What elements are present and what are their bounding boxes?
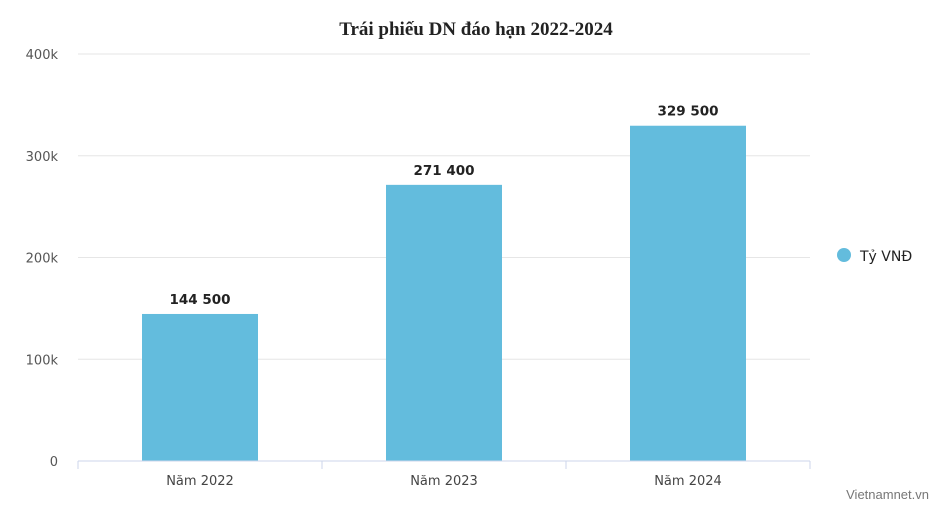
y-tick-label: 0 — [50, 455, 58, 470]
bars — [142, 125, 746, 461]
x-category-label: Năm 2022 — [166, 474, 234, 489]
y-tick-label: 100k — [26, 353, 59, 368]
x-category-label: Năm 2024 — [654, 474, 722, 489]
bar[interactable] — [630, 125, 746, 461]
x-category-label: Năm 2023 — [410, 474, 478, 489]
bar[interactable] — [142, 313, 258, 461]
data-label: 144 500 — [169, 292, 230, 308]
y-tick-label: 200k — [26, 252, 59, 267]
y-tick-label: 300k — [26, 150, 59, 165]
chart-title: Trái phiếu DN đáo hạn 2022-2024 — [339, 19, 613, 40]
x-axis: Năm 2022 Năm 2023 Năm 2024 — [77, 460, 811, 489]
legend-label: Tỷ VNĐ — [859, 249, 912, 265]
credit-text[interactable]: Vietnamnet.vn — [846, 487, 929, 502]
y-tick-label: 400k — [26, 48, 59, 63]
bar[interactable] — [386, 184, 502, 461]
data-labels: 144 500 271 400 329 500 — [169, 104, 718, 308]
data-label: 329 500 — [657, 104, 718, 120]
legend[interactable]: Tỷ VNĐ — [837, 248, 912, 265]
y-axis-tick-labels: 0 100k 200k 300k 400k — [26, 48, 59, 470]
legend-marker-icon — [837, 248, 851, 262]
data-label: 271 400 — [413, 163, 474, 179]
